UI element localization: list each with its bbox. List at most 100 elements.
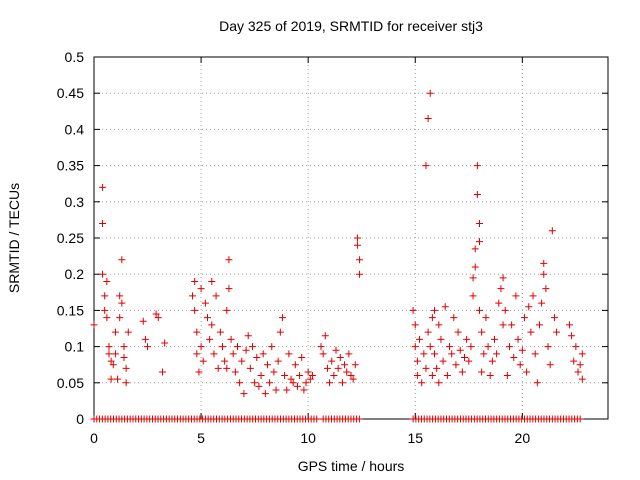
data-point xyxy=(233,343,241,351)
data-point xyxy=(253,353,261,361)
data-point xyxy=(488,357,496,365)
data-point xyxy=(289,379,297,387)
data-point xyxy=(221,357,229,365)
data-point xyxy=(448,350,456,358)
data-point xyxy=(208,277,216,285)
y-tick-label: 0.25 xyxy=(57,230,84,246)
data-point xyxy=(499,321,507,329)
data-point xyxy=(161,339,169,347)
data-point xyxy=(107,375,115,383)
data-point xyxy=(193,350,201,358)
data-point xyxy=(426,343,434,351)
data-point xyxy=(238,357,246,365)
data-point xyxy=(257,372,265,380)
data-point xyxy=(111,350,119,358)
data-point xyxy=(501,306,509,314)
data-point xyxy=(531,350,539,358)
data-point xyxy=(486,372,494,380)
data-point xyxy=(206,335,214,343)
data-point xyxy=(120,343,128,351)
data-point xyxy=(111,328,119,336)
data-point xyxy=(191,306,199,314)
data-point xyxy=(210,350,218,358)
data-point xyxy=(535,321,543,329)
y-tick-label: 0.35 xyxy=(57,158,84,174)
data-point xyxy=(298,353,306,361)
y-tick-labels: 0 0.05 0.1 0.15 0.2 0.25 0.3 0.35 0.4 0.45 0.5 xyxy=(57,49,84,427)
data-point xyxy=(251,379,259,387)
y-axis-label: SRMTID / TECUs xyxy=(6,183,22,293)
data-point xyxy=(441,303,449,311)
data-point xyxy=(236,379,244,387)
data-point xyxy=(413,357,421,365)
data-point xyxy=(270,368,278,376)
data-point xyxy=(418,379,426,387)
data-point xyxy=(302,379,310,387)
data-point xyxy=(514,335,522,343)
data-point xyxy=(568,332,576,340)
data-point xyxy=(538,299,546,307)
data-point xyxy=(476,306,483,314)
data-point xyxy=(323,364,331,372)
data-point xyxy=(469,292,477,300)
data-point xyxy=(278,314,286,322)
data-point xyxy=(529,292,537,300)
data-point xyxy=(219,343,226,351)
data-point xyxy=(454,328,462,336)
data-point xyxy=(516,361,524,369)
data-point xyxy=(576,415,584,423)
data-point xyxy=(512,292,520,300)
data-point xyxy=(497,285,505,293)
data-point xyxy=(548,227,556,235)
data-point xyxy=(116,314,124,322)
data-point xyxy=(326,379,334,387)
data-point xyxy=(505,343,513,351)
data-point xyxy=(105,343,113,351)
data-point xyxy=(347,372,355,380)
data-point xyxy=(291,361,299,369)
data-point xyxy=(416,335,424,343)
data-point xyxy=(191,277,199,285)
data-point xyxy=(293,382,301,390)
data-point xyxy=(103,314,111,322)
data-point xyxy=(523,368,531,376)
data-point xyxy=(296,372,304,380)
data-point xyxy=(225,285,233,293)
data-point xyxy=(99,183,107,191)
data-point xyxy=(424,115,432,123)
x-tick-label: 0 xyxy=(90,430,98,446)
data-point xyxy=(495,299,503,307)
data-point xyxy=(435,321,443,329)
data-point xyxy=(484,343,492,351)
data-point xyxy=(109,361,117,369)
data-point xyxy=(122,379,130,387)
data-point xyxy=(478,368,486,376)
data-point xyxy=(216,328,224,336)
data-point xyxy=(476,220,483,228)
data-point xyxy=(141,335,149,343)
data-point xyxy=(272,386,280,394)
data-point xyxy=(422,364,430,372)
data-point xyxy=(578,375,586,383)
data-point xyxy=(480,350,488,358)
x-tick-label: 15 xyxy=(407,430,423,446)
data-point xyxy=(424,328,432,336)
data-point xyxy=(287,375,295,383)
data-point xyxy=(266,379,274,387)
data-point xyxy=(336,353,344,361)
data-point xyxy=(101,306,109,314)
grid-lines xyxy=(94,57,608,419)
y-tick-label: 0.05 xyxy=(57,375,84,391)
data-point xyxy=(283,386,291,394)
data-point xyxy=(353,234,361,242)
data-point xyxy=(351,361,359,369)
data-point xyxy=(428,372,436,380)
data-point xyxy=(420,350,428,358)
data-point xyxy=(189,292,197,300)
y-tick-label: 0.15 xyxy=(57,302,84,318)
data-point xyxy=(533,379,541,387)
data-point xyxy=(214,364,222,372)
data-point xyxy=(409,306,417,314)
data-point xyxy=(261,390,269,398)
data-point xyxy=(101,292,109,300)
